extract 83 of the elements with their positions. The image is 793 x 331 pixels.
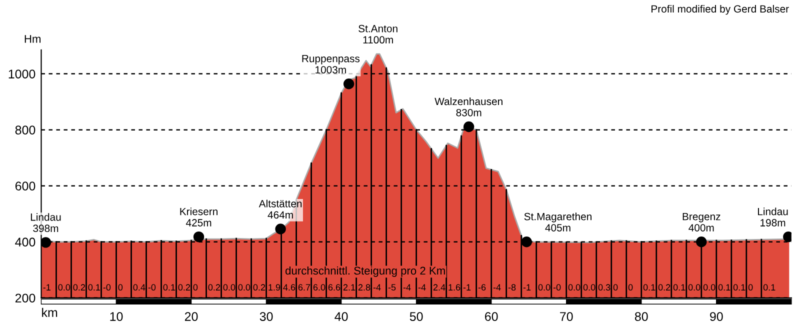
annotation: 0.1 bbox=[733, 284, 746, 291]
annotation: 0.2 bbox=[253, 284, 266, 291]
x-tick-label: 30 bbox=[260, 312, 273, 321]
annotation: 1.9 bbox=[268, 284, 280, 291]
annotation: durchschnittl. Steigung pro 2 Km bbox=[286, 266, 445, 277]
y-tick-label: 200 bbox=[15, 294, 36, 303]
annotation: St.Magarethen 405m bbox=[524, 212, 592, 232]
annotation: 0.2 bbox=[208, 284, 220, 291]
annotation: -1 bbox=[463, 284, 471, 290]
annotation: 0.3 bbox=[598, 284, 610, 291]
point bbox=[521, 236, 532, 248]
annotation: 6.7 bbox=[298, 284, 310, 291]
annotation: -0 bbox=[103, 284, 111, 291]
point bbox=[696, 236, 707, 248]
annotation: 6.6 bbox=[328, 284, 340, 291]
annotation: 0.0 bbox=[583, 284, 596, 291]
annotation: 0.1 bbox=[763, 284, 776, 291]
y-tick-label: 400 bbox=[15, 238, 36, 247]
annotation: -1 bbox=[523, 284, 531, 290]
x-tick-label: 90 bbox=[710, 312, 723, 321]
annotation: 0.4 bbox=[133, 284, 146, 291]
annotation: 0.1 bbox=[163, 284, 176, 291]
y-tick-label: 600 bbox=[15, 182, 36, 190]
x-tick-label: 80 bbox=[634, 312, 648, 321]
annotation: -4 bbox=[493, 284, 501, 290]
text: Profil modified by Gerd Balser bbox=[652, 4, 789, 15]
point bbox=[343, 78, 354, 90]
annotation: 0.0 bbox=[58, 284, 70, 291]
annotation: -6 bbox=[478, 284, 486, 291]
annotation: -8 bbox=[508, 284, 516, 291]
annotation: 0.0 bbox=[538, 284, 550, 291]
annotation: 0.2 bbox=[73, 284, 86, 291]
annotation: 0.2 bbox=[178, 284, 190, 291]
annotation: 0 bbox=[118, 284, 123, 291]
annotation: -0 bbox=[148, 284, 156, 291]
point bbox=[463, 121, 474, 132]
annotation: 0.1 bbox=[673, 284, 686, 291]
annotation: 0.0 bbox=[238, 284, 250, 291]
annotation: 0.1 bbox=[88, 284, 100, 291]
annotation: -4 bbox=[418, 284, 426, 290]
x-tick-label: 50 bbox=[410, 312, 423, 321]
annotation: 0.1 bbox=[718, 284, 730, 291]
annotation: Bregenz 400m bbox=[682, 212, 720, 232]
annotation: -4 bbox=[403, 284, 411, 290]
y-tick-label: 800 bbox=[15, 126, 36, 134]
annotation: 0 bbox=[748, 284, 753, 291]
annotation: -0 bbox=[553, 284, 561, 291]
annotation: 0.0 bbox=[703, 284, 716, 291]
annotation: -4 bbox=[373, 284, 381, 290]
x-tick-label: 10 bbox=[110, 312, 123, 321]
annotation: 0.0 bbox=[688, 284, 700, 291]
annotation: Lindau 398m bbox=[30, 213, 61, 232]
x-axis-title: km bbox=[42, 308, 58, 317]
annotation: -5 bbox=[388, 284, 396, 291]
point bbox=[41, 237, 52, 248]
annotation: 0.0 bbox=[568, 284, 580, 291]
annotation: Walzenhausen 830m bbox=[434, 97, 502, 116]
annotation: 0 bbox=[613, 284, 618, 291]
x-tick-label: 40 bbox=[334, 312, 348, 321]
annotation: 2.1 bbox=[343, 284, 356, 290]
x-tick-label: 60 bbox=[485, 312, 498, 321]
annotation: 4.6 bbox=[283, 284, 296, 291]
annotation: 0.2 bbox=[658, 284, 670, 291]
annotation: 0 bbox=[628, 284, 633, 291]
y-axis-title: Hm bbox=[24, 35, 41, 43]
annotation: 0.1 bbox=[643, 284, 656, 291]
point bbox=[193, 231, 204, 242]
annotation: Altstätten 464m bbox=[258, 200, 302, 219]
annotation: Kriesern 425m bbox=[180, 208, 218, 226]
annotation: 2.4 bbox=[433, 284, 446, 290]
annotation: -1 bbox=[43, 284, 50, 290]
annotation: 0.0 bbox=[223, 284, 236, 291]
annotation: St.Anton 1100m bbox=[358, 24, 398, 44]
annotation: 6.0 bbox=[313, 284, 326, 291]
annotation: 2.8 bbox=[358, 284, 370, 291]
annotation: Lindau 198m bbox=[758, 208, 788, 226]
annotation: 0 bbox=[193, 284, 198, 291]
y-tick-label: 1000 bbox=[8, 70, 36, 78]
annotation: 1.6 bbox=[448, 284, 460, 291]
x-tick-label: 70 bbox=[560, 312, 573, 321]
point bbox=[275, 224, 286, 234]
annotation: Ruppenpass 1003m bbox=[302, 54, 360, 74]
x-tick-label: 20 bbox=[184, 312, 198, 321]
